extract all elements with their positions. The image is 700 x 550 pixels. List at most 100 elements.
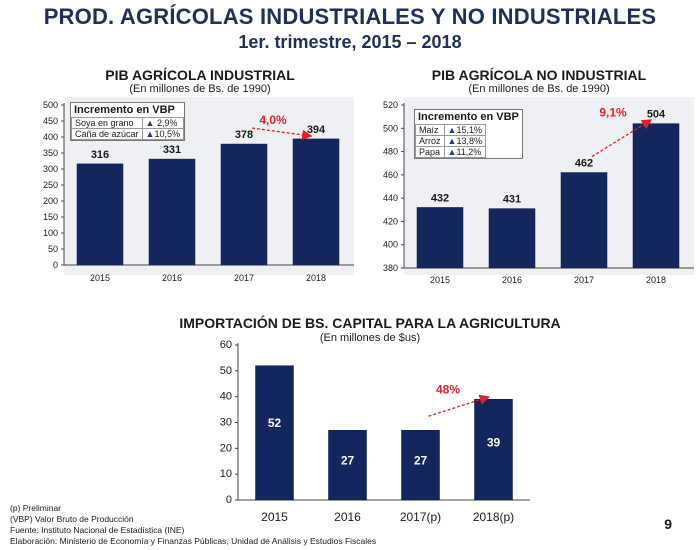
chart2-y-tick-label: 460 <box>383 170 398 180</box>
chart2-vbp-header: Incremento en VBP <box>418 111 519 123</box>
chart1-growth-label: 4,0% <box>259 113 287 127</box>
footnote-preliminar: (p) Preliminar <box>10 503 62 513</box>
chart3-y-tick-label: 20 <box>220 442 232 454</box>
chart3-x-tick-label: 2017(p) <box>400 510 441 524</box>
footnote-vbp: (VBP) Valor Bruto de Producción <box>10 514 134 524</box>
chart1-bar <box>220 143 268 266</box>
vbp-row: Soya en grano ▲ 2,9% <box>71 117 185 129</box>
chart2-x-tick-label: 2018 <box>646 275 666 285</box>
footnote-elaboration: Elaboración: Ministerio de Economía y Fi… <box>10 536 377 546</box>
chart1-bar <box>292 138 340 266</box>
chart1-y-tick-label: 500 <box>43 100 58 110</box>
chart3-y-tick-label: 10 <box>220 468 232 480</box>
chart3-y-tick-label: 40 <box>220 391 232 403</box>
vbp-crop: Caña de azúcar <box>71 128 143 140</box>
vbp-row: Papa ▲11,2% <box>415 146 486 158</box>
chart1-y-tick-label: 0 <box>53 260 58 270</box>
chart2-vbp-table: Maíz ▲15,1% Arroz ▲13,8% Papa ▲11,2% <box>415 124 486 158</box>
chart1-y-tick-label: 400 <box>43 132 58 142</box>
vbp-value: 11,2% <box>456 147 482 157</box>
chart1-y-tick-label: 50 <box>48 244 58 254</box>
chart2-x-tick-label: 2015 <box>430 275 450 285</box>
chart3-growth-label: 48% <box>436 382 460 396</box>
chart1-x-tick-label: 2016 <box>162 273 182 283</box>
chart1-x-tick-label: 2015 <box>90 273 110 283</box>
chart3-bar <box>328 430 367 501</box>
vbp-crop: Soya en grano <box>71 117 143 129</box>
chart2-vbp-box: Incremento en VBP Maíz ▲15,1% Arroz ▲13,… <box>414 109 523 159</box>
chart2-x-tick-label: 2017 <box>574 275 594 285</box>
vbp-value: 2,9% <box>156 118 178 128</box>
chart3-y-tick-label: 50 <box>220 365 232 377</box>
chart3-y-tick-label: 30 <box>220 417 232 429</box>
chart3-x-tick-label: 2018(p) <box>473 510 514 524</box>
chart2-growth-arrow <box>591 119 653 158</box>
chart3-y-tick-label: 60 <box>220 339 232 351</box>
up-triangle-icon: ▲ <box>447 125 457 135</box>
chart2-bar <box>560 172 608 269</box>
up-triangle-icon: ▲ <box>145 118 155 128</box>
vbp-value: 13,8% <box>456 136 482 146</box>
up-triangle-icon: ▲ <box>447 136 457 146</box>
chart3-x-tick-label: 2016 <box>334 510 361 524</box>
chart1-x-tick-label: 2018 <box>306 273 326 283</box>
chart2-subtitle: (En millones de Bs. de 1990) <box>468 83 610 95</box>
chart2-y-tick-label: 400 <box>383 240 398 250</box>
chart3-data-label: 39 <box>487 436 501 450</box>
chart3-y-tick-label: 0 <box>226 494 232 506</box>
chart1-vbp-box: Incremento en VBP Soya en grano ▲ 2,9% C… <box>70 102 185 141</box>
chart1-subtitle: (En millones de Bs. de 1990) <box>129 83 271 95</box>
chart2-bar <box>416 207 464 269</box>
chart3-data-label: 27 <box>341 454 355 468</box>
chart1-data-label: 331 <box>163 144 181 156</box>
chart1-y-tick-label: 350 <box>43 148 58 158</box>
up-triangle-icon: ▲ <box>447 147 457 157</box>
chart1-x-tick-label: 2017 <box>234 273 254 283</box>
chart1-data-label: 394 <box>307 124 326 136</box>
page-title: PROD. AGRÍCOLAS INDUSTRIALES Y NO INDUST… <box>43 4 657 29</box>
vbp-crop: Papa <box>415 146 445 158</box>
chart3-bar <box>401 430 440 501</box>
chart1-data-label: 316 <box>91 149 109 161</box>
page-number: 9 <box>664 516 672 532</box>
chart2-y-tick-label: 420 <box>383 216 398 226</box>
chart2-data-label: 504 <box>647 109 666 121</box>
chart3-bar <box>255 365 294 501</box>
vbp-row: Maíz ▲15,1% <box>415 124 486 136</box>
chart2-y-tick-label: 440 <box>383 193 398 203</box>
chart1-vbp-header: Incremento en VBP <box>74 104 175 116</box>
page-subtitle: 1er. trimestre, 2015 – 2018 <box>238 32 462 52</box>
chart1-bar <box>148 158 196 266</box>
vbp-value: 15,1% <box>456 125 482 135</box>
chart3-title: IMPORTACIÓN DE BS. CAPITAL PARA LA AGRIC… <box>179 315 561 331</box>
chart2-data-label: 432 <box>431 192 449 204</box>
chart2-x-tick-label: 2016 <box>502 275 522 285</box>
chart2-y-tick-label: 500 <box>383 123 398 133</box>
chart2-bar <box>488 208 536 269</box>
chart2-y-tick-label: 480 <box>383 147 398 157</box>
chart3-x-tick-label: 2015 <box>261 510 288 524</box>
chart3-bar <box>474 399 513 501</box>
chart1-bar <box>76 163 124 266</box>
up-triangle-icon: ▲ <box>145 129 155 139</box>
chart2-growth-label: 9,1% <box>599 106 627 120</box>
vbp-row: Arroz ▲13,8% <box>415 135 486 147</box>
chart1-growth-arrow <box>251 127 313 141</box>
chart2-y-tick-label: 380 <box>383 263 398 273</box>
chart2-bar <box>632 123 680 269</box>
chart1-y-tick-label: 100 <box>43 228 58 238</box>
chart3-data-label: 52 <box>268 416 282 430</box>
chart2-title: PIB AGRÍCOLA NO INDUSTRIAL <box>431 67 647 83</box>
chart1-y-tick-label: 200 <box>43 196 58 206</box>
chart1-y-tick-label: 450 <box>43 116 58 126</box>
chart1-y-tick-label: 300 <box>43 164 58 174</box>
chart2-y-tick-label: 520 <box>383 100 398 110</box>
chart2-data-label: 462 <box>575 158 593 170</box>
chart2-data-label: 431 <box>503 194 521 206</box>
chart1-y-tick-label: 250 <box>43 180 58 190</box>
chart1-y-tick-label: 150 <box>43 212 58 222</box>
vbp-value: 10,5% <box>154 129 180 139</box>
chart1-title: PIB AGRÍCOLA INDUSTRIAL <box>105 67 295 83</box>
chart1-data-label: 378 <box>235 129 253 141</box>
